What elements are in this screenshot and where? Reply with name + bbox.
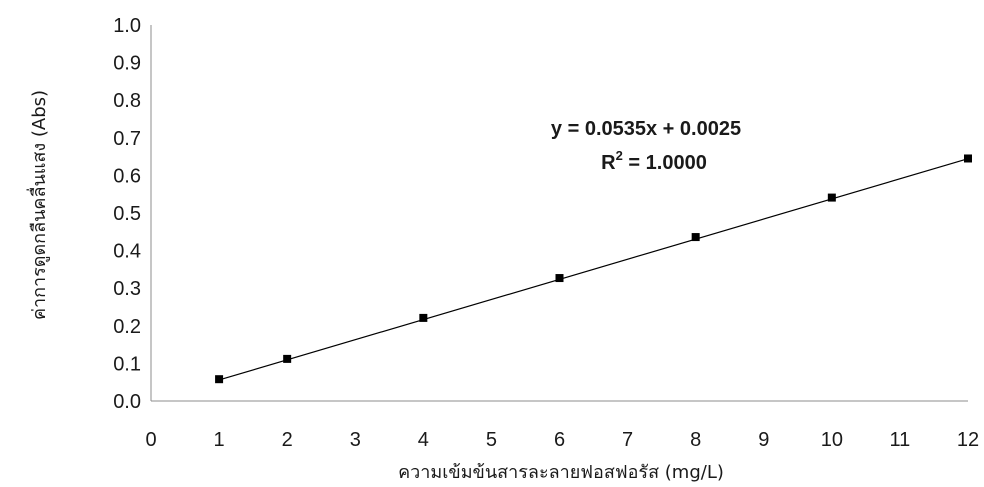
data-point bbox=[283, 354, 292, 363]
y-tick-label: 0.8 bbox=[113, 90, 141, 112]
x-tick-label: 1 bbox=[214, 429, 225, 451]
r-squared-label: R2 = 1.0000 bbox=[601, 148, 707, 174]
x-tick-label: 5 bbox=[486, 429, 497, 451]
trendline-equation: y = 0.0535x + 0.0025 bbox=[551, 118, 741, 140]
data-point bbox=[691, 233, 700, 242]
data-points bbox=[215, 154, 972, 384]
y-tick-label: 0.4 bbox=[113, 241, 141, 263]
y-tick-label: 0.5 bbox=[113, 203, 141, 225]
y-tick-labels: 0.0 0.1 0.2 0.3 0.4 0.5 0.6 0.7 0.8 0.9 1.0 bbox=[113, 15, 141, 413]
x-tick-label: 12 bbox=[957, 429, 979, 451]
x-axis-title: ความเข้มข้นสารละลายฟอสฟอรัส (mg/L) bbox=[398, 462, 724, 483]
x-tick-label: 2 bbox=[282, 429, 293, 451]
y-axis-title: ค่าการดูดกลืนคลื่นแสง (Abs) bbox=[26, 90, 50, 320]
data-point bbox=[215, 375, 224, 384]
x-tick-label: 7 bbox=[622, 429, 633, 451]
x-tick-label: 6 bbox=[554, 429, 565, 451]
data-point bbox=[964, 154, 972, 163]
y-tick-label: 0.6 bbox=[113, 165, 141, 187]
r-squared-exponent: 2 bbox=[616, 148, 623, 163]
x-tick-label: 4 bbox=[418, 429, 429, 451]
r-squared-value: = 1.0000 bbox=[623, 152, 707, 174]
x-tick-label: 8 bbox=[690, 429, 701, 451]
y-tick-label: 0.0 bbox=[113, 391, 141, 413]
y-tick-label: 0.7 bbox=[113, 128, 141, 150]
y-tick-label: 0.3 bbox=[113, 278, 141, 300]
x-tick-label: 3 bbox=[350, 429, 361, 451]
x-tick-labels: 0 1 2 3 4 5 6 7 8 9 10 11 12 bbox=[145, 429, 979, 451]
trendline-path bbox=[218, 158, 969, 381]
trendline bbox=[218, 158, 969, 381]
x-tick-label: 9 bbox=[758, 429, 769, 451]
data-point bbox=[555, 274, 564, 283]
y-tick-label: 0.1 bbox=[113, 353, 141, 375]
x-tick-label: 0 bbox=[145, 429, 156, 451]
y-tick-label: 1.0 bbox=[113, 15, 141, 37]
data-point bbox=[827, 193, 836, 202]
data-point bbox=[419, 313, 428, 322]
x-tick-label: 11 bbox=[890, 429, 911, 451]
r-squared-symbol: R bbox=[601, 152, 616, 174]
y-tick-label: 0.9 bbox=[113, 53, 141, 75]
x-tick-label: 10 bbox=[821, 429, 843, 451]
y-tick-label: 0.2 bbox=[113, 316, 141, 338]
